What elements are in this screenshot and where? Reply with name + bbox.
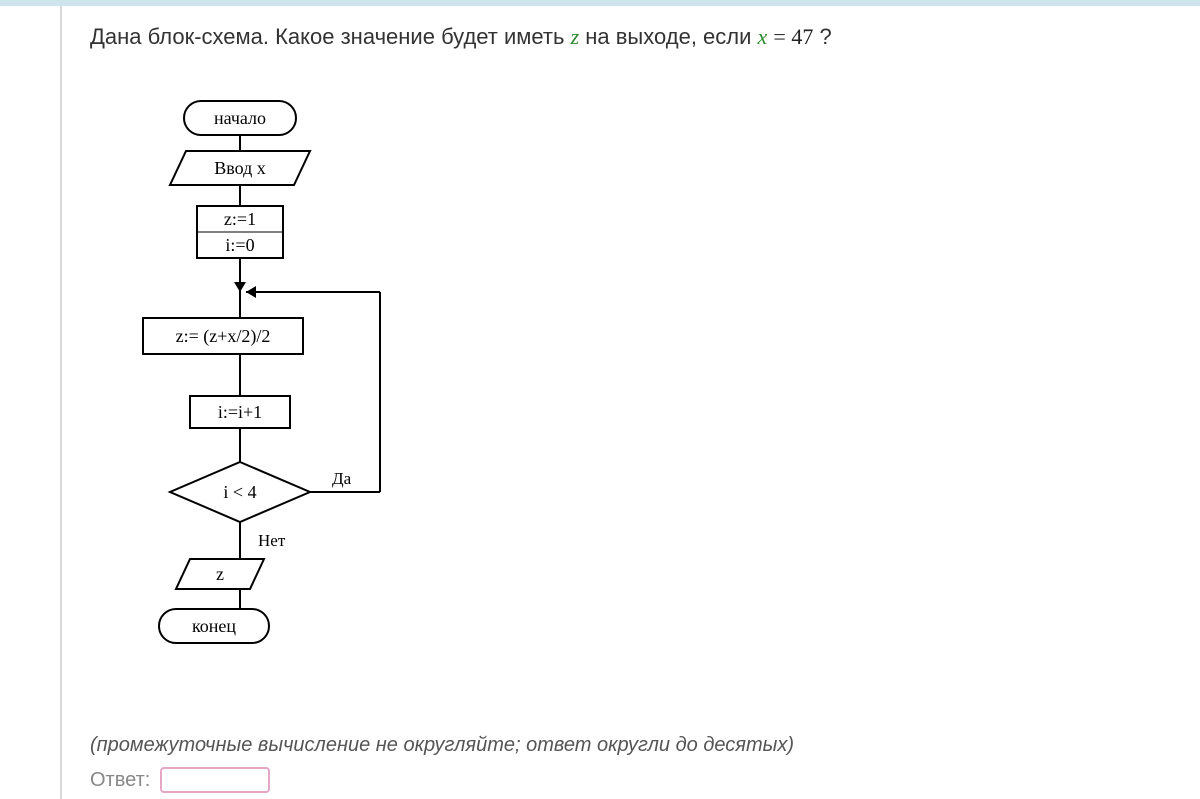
rounding-note: (промежуточные вычисление не округляйте;… [90, 734, 794, 757]
left-margin-rule [60, 6, 62, 799]
x-value: 47 [791, 24, 813, 49]
page: Дана блок-схема. Какое значение будет им… [0, 0, 1200, 799]
answer-label: Ответ: [90, 769, 150, 792]
question-text: Дана блок-схема. Какое значение будет им… [90, 24, 832, 50]
question-suffix: ? [819, 24, 831, 49]
svg-text:i:=i+1: i:=i+1 [218, 402, 262, 422]
svg-text:Да: Да [332, 469, 352, 488]
answer-input[interactable] [160, 767, 270, 793]
variable-x: x [758, 24, 768, 49]
svg-text:z: z [216, 564, 224, 584]
svg-text:конец: конец [192, 616, 236, 636]
svg-text:Нет: Нет [258, 531, 286, 550]
svg-text:z:= (z+x/2)/2: z:= (z+x/2)/2 [176, 326, 271, 347]
question-prefix: Дана блок-схема. Какое значение будет им… [90, 24, 571, 49]
question-middle: на выходе, если [585, 24, 757, 49]
equals-sign: = [773, 24, 791, 49]
svg-text:z:=1: z:=1 [224, 209, 256, 229]
variable-z: z [571, 24, 580, 49]
flowchart-svg: Нет Да начало Ввод x z:=1 i:=0 z:= (z+x/2)/2 i:… [90, 96, 420, 716]
answer-row: Ответ: [90, 767, 270, 793]
svg-text:начало: начало [214, 108, 266, 128]
svg-text:Ввод x: Ввод x [214, 158, 266, 178]
svg-text:i < 4: i < 4 [223, 482, 256, 502]
svg-text:i:=0: i:=0 [225, 235, 254, 255]
flowchart: Нет Да начало Ввод x z:=1 i:=0 z:= (z+x/2)/2 i:… [90, 96, 420, 716]
